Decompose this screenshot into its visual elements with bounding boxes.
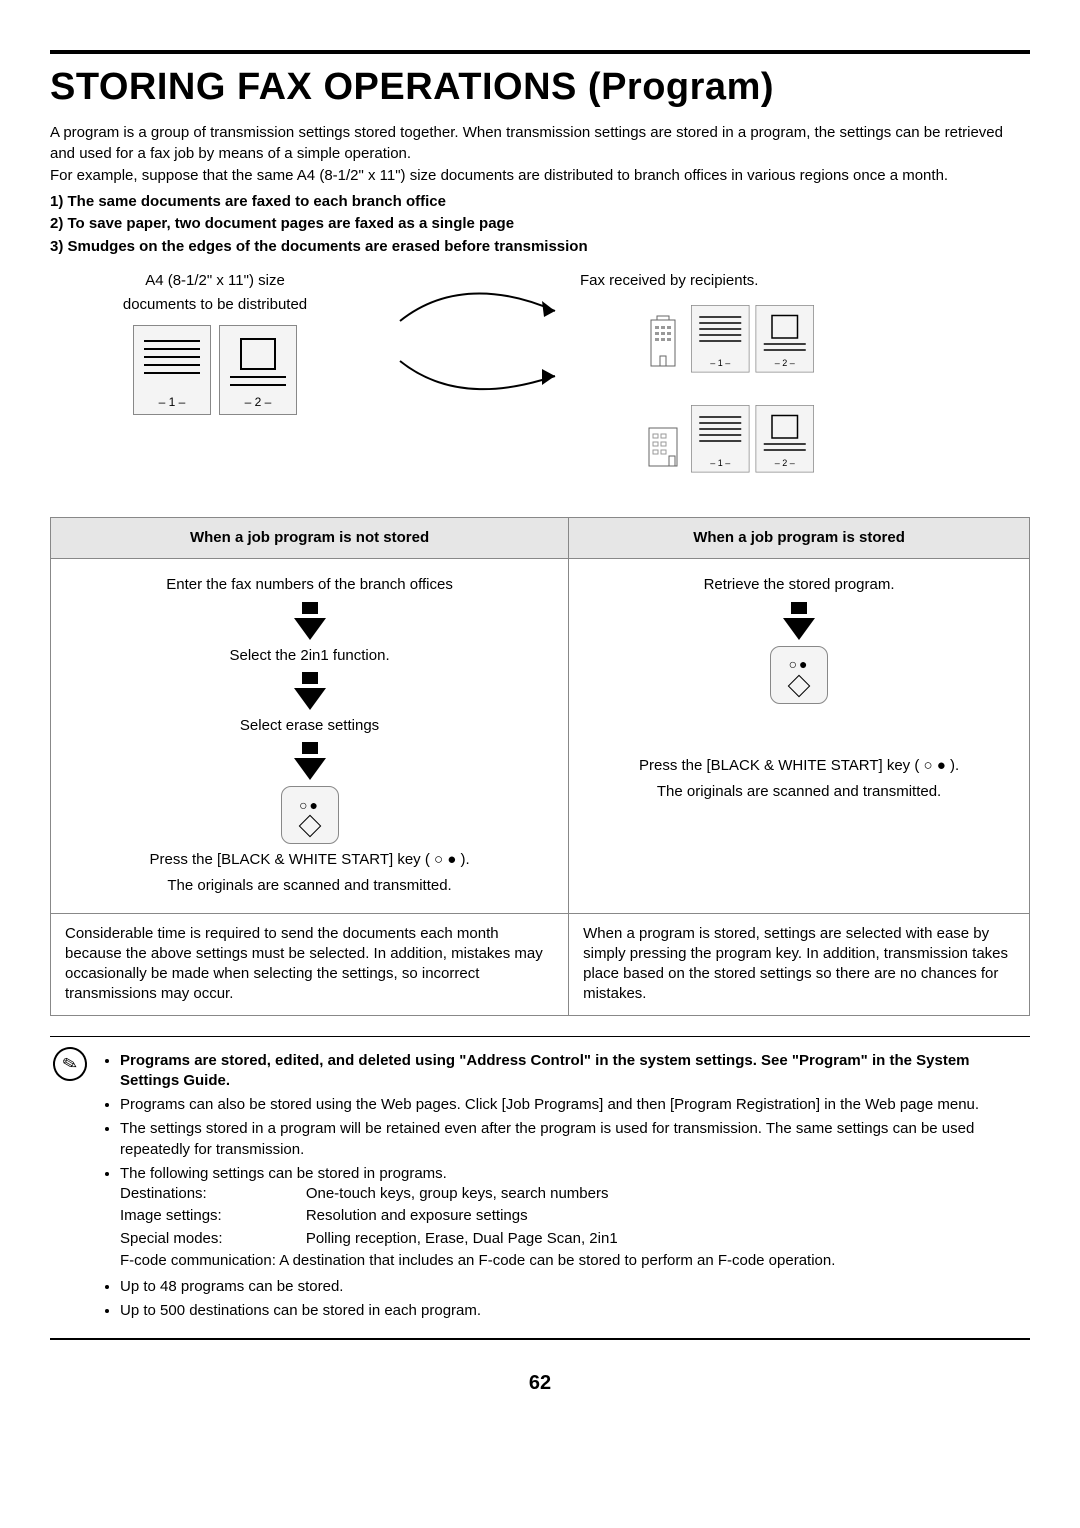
rx-docs-1: – 1 – – 2 – bbox=[691, 305, 814, 373]
pencil-icon: ✎ bbox=[49, 1043, 91, 1085]
diagram-right: Fax received by recipients. – 1 – bbox=[580, 271, 910, 497]
numbered-list: 1) The same documents are faxed to each … bbox=[50, 192, 1030, 257]
doc-num-1: – 1 – bbox=[134, 394, 210, 410]
doc-page-2: – 2 – bbox=[219, 325, 297, 415]
top-rule-thick bbox=[50, 50, 1030, 54]
note-1: Programs are stored, edited, and deleted… bbox=[120, 1051, 1030, 1092]
left-caption-1: A4 (8-1/2" x 11") size bbox=[50, 271, 380, 291]
note-2: Programs can also be stored using the We… bbox=[120, 1095, 1030, 1115]
step-press-start-b: The originals are scanned and transmitte… bbox=[65, 876, 554, 896]
flow-not-stored: Enter the fax numbers of the branch offi… bbox=[51, 559, 569, 913]
page-title: STORING FAX OPERATIONS (Program) bbox=[50, 62, 1030, 113]
swoosh-arrows-icon bbox=[390, 271, 570, 421]
bw-start-key-icon: ○● bbox=[281, 786, 339, 844]
rx-docs-2: – 1 – – 2 – bbox=[691, 405, 814, 473]
arrow-down-icon bbox=[294, 758, 326, 780]
step-press-start-2b: The originals are scanned and transmitte… bbox=[583, 782, 1015, 802]
step-erase: Select erase settings bbox=[65, 716, 554, 736]
arrow-down-icon bbox=[294, 618, 326, 640]
num-item-3: 3) Smudges on the edges of the documents… bbox=[50, 237, 1030, 257]
left-caption-2: documents to be distributed bbox=[50, 295, 380, 315]
intro-p2: For example, suppose that the same A4 (8… bbox=[50, 166, 1030, 186]
doc-page-1: – 1 – bbox=[133, 325, 211, 415]
note-6: Up to 500 destinations can be stored in … bbox=[120, 1301, 1030, 1321]
diagram-row: A4 (8-1/2" x 11") size documents to be d… bbox=[50, 271, 1030, 497]
intro-p1: A program is a group of transmission set… bbox=[50, 123, 1030, 164]
arrow-down-icon bbox=[783, 618, 815, 640]
th-not-stored: When a job program is not stored bbox=[51, 518, 569, 559]
bw-start-key-icon-2: ○● bbox=[770, 646, 828, 704]
building-icon bbox=[643, 314, 683, 372]
note-4: The following settings can be stored in … bbox=[120, 1164, 1030, 1273]
foot-not-stored: Considerable time is required to send th… bbox=[51, 913, 569, 1015]
foot-stored: When a program is stored, settings are s… bbox=[569, 913, 1030, 1015]
comparison-table: When a job program is not stored When a … bbox=[50, 517, 1030, 1016]
settings-sublist: Destinations:One-touch keys, group keys,… bbox=[120, 1184, 843, 1273]
doc-num-2: – 2 – bbox=[220, 394, 296, 410]
step-retrieve: Retrieve the stored program. bbox=[583, 575, 1015, 595]
rx-row-1: – 1 – – 2 – bbox=[580, 295, 910, 395]
step-press-start-a: Press the [BLACK & WHITE START] key ( ○ … bbox=[65, 850, 554, 870]
th-stored: When a job program is stored bbox=[569, 518, 1030, 559]
arrow-down-icon bbox=[294, 688, 326, 710]
diagram-left: A4 (8-1/2" x 11") size documents to be d… bbox=[50, 271, 380, 416]
step-2in1: Select the 2in1 function. bbox=[65, 646, 554, 666]
notes-body: Programs are stored, edited, and deleted… bbox=[102, 1047, 1030, 1326]
doc-pair-source: – 1 – – 2 – bbox=[50, 325, 380, 415]
step-press-start-2a: Press the [BLACK & WHITE START] key ( ○ … bbox=[583, 756, 1015, 776]
note-icon-wrap: ✎ bbox=[50, 1047, 90, 1326]
building-icon-2 bbox=[643, 414, 683, 472]
diagram-arrows bbox=[380, 271, 580, 421]
page-number: 62 bbox=[50, 1370, 1030, 1397]
notes-box: ✎ Programs are stored, edited, and delet… bbox=[50, 1036, 1030, 1340]
note-5: Up to 48 programs can be stored. bbox=[120, 1277, 1030, 1297]
num-item-1: 1) The same documents are faxed to each … bbox=[50, 192, 1030, 212]
intro-block: A program is a group of transmission set… bbox=[50, 123, 1030, 186]
right-caption: Fax received by recipients. bbox=[580, 271, 910, 291]
rx-row-2: – 1 – – 2 – bbox=[580, 395, 910, 495]
note-3: The settings stored in a program will be… bbox=[120, 1119, 1030, 1160]
flow-stored: Retrieve the stored program. ○● Press th… bbox=[569, 559, 1030, 913]
num-item-2: 2) To save paper, two document pages are… bbox=[50, 214, 1030, 234]
step-enter-numbers: Enter the fax numbers of the branch offi… bbox=[65, 575, 554, 595]
